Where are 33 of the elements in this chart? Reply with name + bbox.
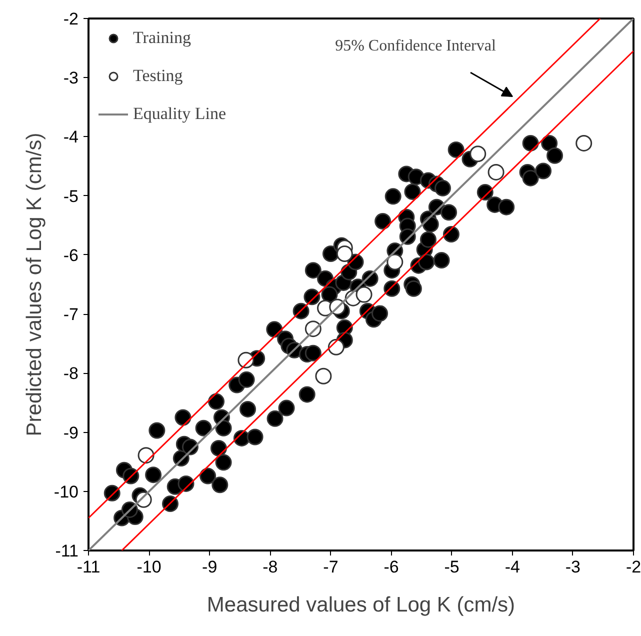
y-tick-label: -9: [63, 423, 79, 442]
y-tick-label: -5: [63, 186, 79, 206]
point: [576, 134, 592, 152]
x-tick-label: -2: [626, 558, 641, 576]
point: [470, 146, 486, 162]
x-tick-label: -10: [136, 558, 162, 576]
point: [488, 164, 504, 180]
legend-label: Training: [133, 28, 191, 48]
point: [356, 286, 372, 303]
x-tick-label: -3: [565, 558, 581, 576]
legend-label: Testing: [133, 66, 183, 86]
annotation: 95% Confidence Interval: [335, 38, 496, 54]
y-tick-label: -10: [54, 482, 79, 502]
y-tick-label: -7: [63, 305, 79, 324]
y-tick-label: -3: [63, 68, 79, 88]
x-tick-label: -8: [262, 558, 278, 576]
point: [336, 246, 353, 262]
x-tick-label: -6: [384, 558, 399, 576]
point: [315, 368, 332, 384]
y-tick-label: -11: [55, 542, 79, 560]
y-axis-title: Predicted values of Log K (cm/s): [22, 132, 46, 436]
x-tick-label: -4: [504, 558, 520, 576]
y-tick-label: -2: [63, 10, 79, 28]
legend-label: Equality Line: [133, 104, 226, 124]
x-tick-label: -7: [323, 558, 338, 576]
x-tick-label: -5: [444, 558, 460, 576]
x-tick-label: -9: [202, 558, 218, 576]
y-tick-label: -8: [63, 364, 79, 384]
y-tick-label: -4: [63, 128, 79, 147]
x-axis-title: Measured values of Log K (cm/s): [206, 594, 516, 616]
point: [386, 254, 404, 270]
y-tick-label: -6: [63, 246, 79, 265]
x-tick-label: -11: [76, 558, 100, 576]
